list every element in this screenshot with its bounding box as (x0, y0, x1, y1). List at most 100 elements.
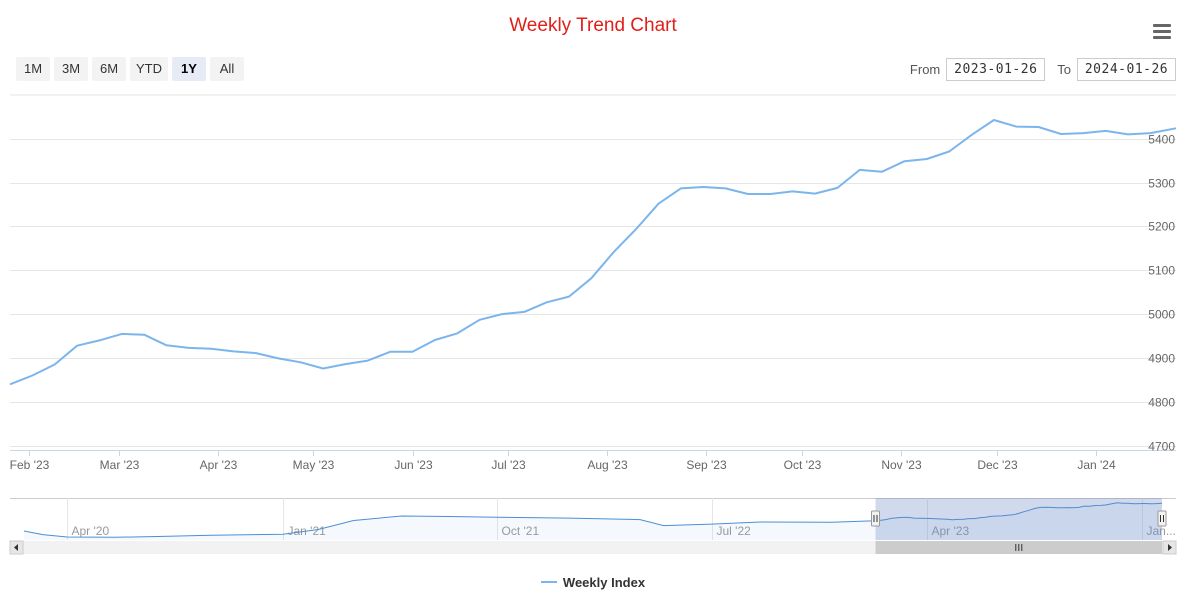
arrow-left-icon (14, 544, 18, 551)
from-label: From (909, 62, 941, 77)
y-tick-label: 4700 (1148, 440, 1175, 454)
data-point[interactable] (566, 294, 572, 300)
navigator-x-label: Apr '23 (932, 524, 970, 538)
plot-area (7, 117, 1179, 387)
navigator-handle-left[interactable] (871, 510, 880, 527)
to-date-input[interactable]: 2024-01-26 (1077, 58, 1176, 81)
data-point[interactable] (477, 317, 483, 323)
legend-label: Weekly Index (562, 574, 646, 590)
data-point[interactable] (678, 185, 684, 191)
navigator-x-label: Apr '20 (72, 524, 110, 538)
x-tick-label: May '23 (293, 458, 335, 472)
y-axis: 4700 4800 4900 5000 5100 5200 5300 5400 (1148, 133, 1175, 454)
data-point[interactable] (387, 349, 393, 355)
y-tick-label: 4800 (1148, 396, 1175, 410)
y-tick-label: 5200 (1148, 220, 1175, 234)
data-point[interactable] (700, 184, 706, 190)
legend-item-weekly-index[interactable]: Weekly Index (540, 574, 646, 590)
data-point[interactable] (812, 191, 818, 197)
data-point[interactable] (186, 345, 192, 351)
data-point[interactable] (410, 349, 416, 355)
data-point[interactable] (656, 201, 662, 207)
navigator-handle-right[interactable] (1157, 510, 1167, 527)
data-point[interactable] (96, 337, 102, 343)
navigator-x-label: Jul '22 (717, 524, 752, 538)
range-selector-buttons: 1M 3M 6M YTD 1Y All (16, 57, 244, 81)
data-point[interactable] (834, 185, 840, 191)
x-tick-label: Dec '23 (977, 458, 1018, 472)
x-tick-label: Mar '23 (100, 458, 140, 472)
navigator-handle-body[interactable] (1157, 510, 1167, 527)
data-point[interactable] (611, 249, 617, 255)
data-point[interactable] (544, 299, 550, 305)
data-point[interactable] (275, 355, 281, 361)
data-point[interactable] (1103, 128, 1109, 134)
data-point[interactable] (588, 275, 594, 281)
to-label: To (1057, 62, 1071, 77)
range-button-1m[interactable]: 1M (16, 57, 50, 81)
data-point[interactable] (499, 311, 505, 317)
data-point[interactable] (857, 167, 863, 173)
data-point[interactable] (521, 309, 527, 315)
data-point[interactable] (320, 366, 326, 372)
data-point[interactable] (208, 346, 214, 352)
data-point[interactable] (924, 156, 930, 162)
x-tick-label: Jun '23 (394, 458, 433, 472)
data-point[interactable] (1058, 131, 1064, 137)
y-tick-label: 5000 (1148, 308, 1175, 322)
range-button-3m[interactable]: 3M (54, 57, 88, 81)
x-tick-label: Oct '23 (784, 458, 822, 472)
grid-lines (10, 94, 1176, 447)
data-point[interactable] (1125, 131, 1131, 137)
data-point[interactable] (767, 191, 773, 197)
data-point[interactable] (52, 362, 58, 368)
data-point[interactable] (119, 331, 125, 337)
data-point[interactable] (879, 169, 885, 175)
data-point[interactable] (1013, 124, 1019, 130)
data-point[interactable] (141, 332, 147, 338)
data-point[interactable] (1080, 130, 1086, 136)
hamburger-menu-icon[interactable] (1151, 24, 1173, 44)
data-point[interactable] (365, 358, 371, 364)
navigator-handle-body[interactable] (871, 510, 880, 527)
data-point[interactable] (29, 373, 35, 379)
data-point[interactable] (745, 191, 751, 197)
navigator-selected-range[interactable] (875, 498, 1163, 540)
data-point[interactable] (432, 337, 438, 343)
data-point[interactable] (298, 359, 304, 365)
data-point[interactable] (633, 226, 639, 232)
data-point[interactable] (454, 330, 460, 336)
data-point[interactable] (902, 158, 908, 164)
range-button-1y[interactable]: 1Y (172, 57, 206, 81)
data-point[interactable] (991, 117, 997, 123)
data-point[interactable] (253, 350, 259, 356)
x-axis: Feb '23 Mar '23 Apr '23 May '23 Jun '23 Jul '… (10, 450, 1176, 472)
navigator-x-label: Oct '21 (502, 524, 540, 538)
from-date-input[interactable]: 2023-01-26 (946, 58, 1046, 81)
data-point[interactable] (231, 348, 237, 354)
chart-title: Weekly Trend Chart (509, 15, 677, 36)
y-tick-label: 4900 (1148, 352, 1175, 366)
data-point[interactable] (790, 188, 796, 194)
legend: Weekly Index (0, 571, 1186, 590)
data-point[interactable] (74, 343, 80, 349)
navigator-x-label: Jan... (1147, 524, 1176, 538)
data-point[interactable] (7, 381, 13, 387)
data-point[interactable] (342, 361, 348, 367)
y-tick-label: 5100 (1148, 264, 1175, 278)
scrollbar[interactable] (9, 540, 1177, 555)
data-point[interactable] (1036, 124, 1042, 130)
range-button-all[interactable]: All (210, 57, 244, 81)
x-tick-label: Apr '23 (200, 458, 238, 472)
date-range-inputs: From 2023-01-26 To 2024-01-26 (898, 58, 1176, 81)
range-button-6m[interactable]: 6M (92, 57, 126, 81)
data-point[interactable] (723, 185, 729, 191)
data-point[interactable] (946, 149, 952, 155)
range-button-ytd[interactable]: YTD (130, 57, 168, 81)
data-point[interactable] (1173, 125, 1179, 131)
data-point[interactable] (164, 342, 170, 348)
x-tick-label: Jul '23 (491, 458, 526, 472)
data-point[interactable] (969, 132, 975, 138)
